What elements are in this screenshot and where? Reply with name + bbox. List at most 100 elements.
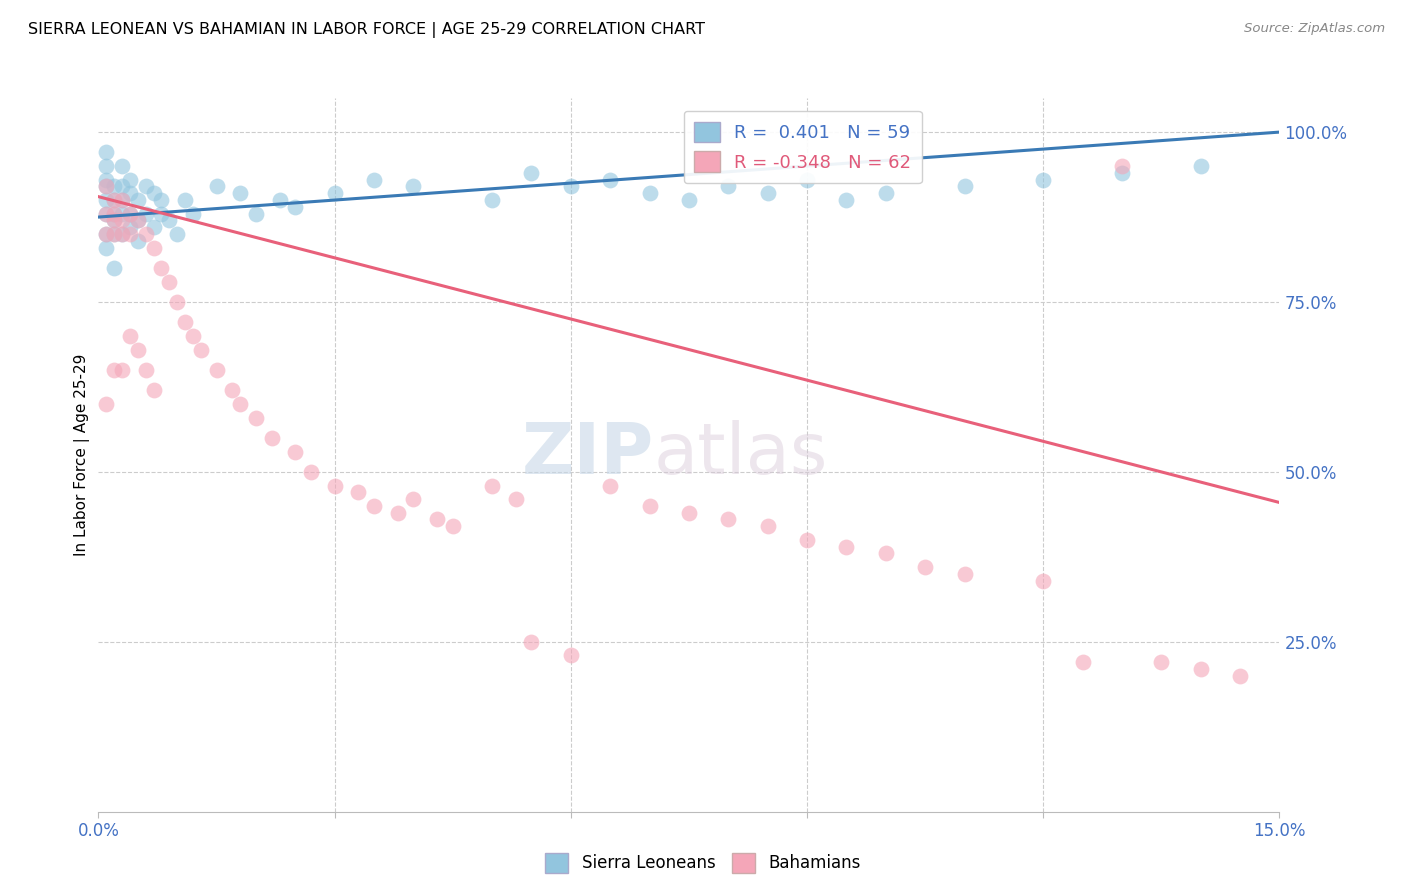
Point — [560, 648, 582, 663]
Legend: R =  0.401   N = 59, R = -0.348   N = 62: R = 0.401 N = 59, R = -0.348 N = 62 — [683, 111, 922, 183]
Point — [599, 478, 621, 492]
Point — [426, 512, 449, 526]
Point — [96, 159, 118, 173]
Point — [1111, 166, 1133, 180]
Point — [103, 227, 125, 241]
Point — [135, 207, 157, 221]
Point — [299, 465, 322, 479]
Point — [118, 172, 141, 186]
Text: Source: ZipAtlas.com: Source: ZipAtlas.com — [1244, 22, 1385, 36]
Point — [157, 213, 180, 227]
Point — [520, 166, 543, 180]
Point — [127, 193, 149, 207]
Point — [96, 193, 118, 207]
Point — [103, 193, 125, 207]
Point — [1189, 159, 1212, 173]
Point — [520, 635, 543, 649]
Point — [174, 193, 197, 207]
Point — [1229, 669, 1251, 683]
Point — [638, 499, 661, 513]
Point — [127, 343, 149, 357]
Point — [118, 220, 141, 235]
Point — [103, 260, 125, 275]
Point — [96, 227, 118, 241]
Point — [269, 193, 291, 207]
Point — [796, 172, 818, 186]
Point — [284, 444, 307, 458]
Point — [96, 172, 118, 186]
Legend: Sierra Leoneans, Bahamians: Sierra Leoneans, Bahamians — [538, 847, 868, 880]
Point — [103, 227, 125, 241]
Point — [1189, 662, 1212, 676]
Point — [111, 227, 134, 241]
Point — [111, 363, 134, 377]
Point — [387, 506, 409, 520]
Point — [205, 363, 228, 377]
Point — [756, 186, 779, 201]
Point — [1150, 655, 1173, 669]
Point — [190, 343, 212, 357]
Point — [135, 179, 157, 194]
Point — [953, 179, 976, 194]
Point — [118, 186, 141, 201]
Point — [103, 363, 125, 377]
Point — [111, 213, 134, 227]
Point — [181, 207, 204, 221]
Point — [103, 207, 125, 221]
Point — [118, 329, 141, 343]
Point — [481, 193, 503, 207]
Point — [363, 172, 385, 186]
Point — [96, 207, 118, 221]
Point — [135, 227, 157, 241]
Text: SIERRA LEONEAN VS BAHAMIAN IN LABOR FORCE | AGE 25-29 CORRELATION CHART: SIERRA LEONEAN VS BAHAMIAN IN LABOR FORC… — [28, 22, 706, 38]
Point — [835, 193, 858, 207]
Point — [96, 227, 118, 241]
Point — [96, 179, 118, 194]
Point — [96, 207, 118, 221]
Point — [142, 384, 165, 398]
Point — [111, 227, 134, 241]
Point — [505, 492, 527, 507]
Point — [118, 227, 141, 241]
Point — [323, 478, 346, 492]
Point — [174, 315, 197, 329]
Point — [103, 207, 125, 221]
Point — [127, 234, 149, 248]
Point — [157, 275, 180, 289]
Point — [127, 213, 149, 227]
Point — [1111, 159, 1133, 173]
Point — [142, 220, 165, 235]
Point — [260, 431, 283, 445]
Point — [103, 213, 125, 227]
Point — [402, 492, 425, 507]
Point — [103, 213, 125, 227]
Point — [638, 186, 661, 201]
Point — [96, 241, 118, 255]
Point — [127, 213, 149, 227]
Point — [181, 329, 204, 343]
Point — [118, 207, 141, 221]
Point — [875, 546, 897, 560]
Point — [914, 560, 936, 574]
Point — [678, 506, 700, 520]
Point — [142, 241, 165, 255]
Point — [284, 200, 307, 214]
Point — [135, 363, 157, 377]
Text: ZIP: ZIP — [522, 420, 654, 490]
Point — [111, 207, 134, 221]
Point — [150, 193, 173, 207]
Point — [166, 227, 188, 241]
Point — [150, 260, 173, 275]
Point — [118, 207, 141, 221]
Point — [111, 193, 134, 207]
Point — [481, 478, 503, 492]
Point — [96, 397, 118, 411]
Point — [678, 193, 700, 207]
Point — [166, 295, 188, 310]
Point — [103, 179, 125, 194]
Point — [835, 540, 858, 554]
Text: atlas: atlas — [654, 420, 828, 490]
Point — [1032, 574, 1054, 588]
Point — [402, 179, 425, 194]
Point — [599, 172, 621, 186]
